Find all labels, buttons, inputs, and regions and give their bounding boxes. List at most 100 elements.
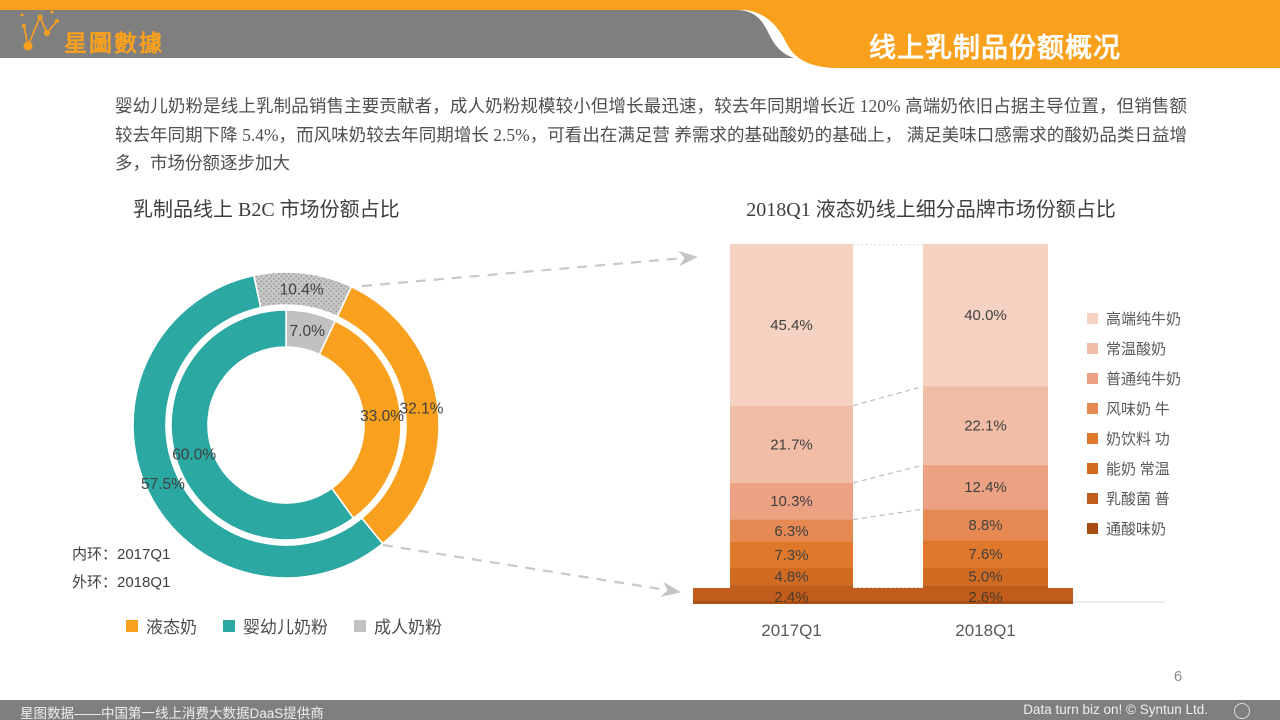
donut-value-label: 33.0% [360,408,404,425]
footer-bar [0,700,1280,720]
bar-segment [730,519,853,542]
bar-segment [730,585,853,594]
legend-item: 奶饮料 功 [1087,423,1181,453]
page-number: 6 [1173,668,1183,685]
legend-label: 常温酸奶 [1106,341,1167,358]
legend-item: 乳酸菌 普 [1087,483,1181,513]
bar-value-label-clipped: 2.4% [774,589,808,606]
bar-value-label: 22.1% [964,418,1007,435]
bar-segment [923,244,1048,387]
legend-label: 通酸味奶 [1106,521,1167,538]
x-axis-label: 2017Q1 [761,621,822,640]
header-gray-bar [0,10,794,58]
footer-tagline-cn: 星图数据——中国第一线上消费大数据DaaS提供商 [20,706,324,720]
legend-label: 高端纯牛奶 [1106,311,1182,328]
footer-tagline-en: Data turn biz on! © Syntun Ltd. [1023,702,1208,717]
legend-item: 液态奶 [126,613,197,638]
donut-slice [132,274,384,579]
bar-value-label: 8.8% [968,517,1002,534]
donut-chart-title: 乳制品线上 B2C 市场份额占比 [133,199,400,221]
legend-label: 成人奶粉 [374,618,442,637]
donut-slice [252,271,353,318]
bar-segment [923,567,1048,586]
donut-slice [336,285,440,545]
legend-item: 高端纯牛奶 [1087,303,1181,333]
bar-segment [923,509,1048,541]
inner-ring-note: 内环：2017Q1 [72,546,171,563]
legend-label: 风味奶 牛 [1106,401,1170,418]
legend-label: 液态奶 [146,618,197,637]
bar-segment [923,540,1048,568]
donut-slice [285,309,337,356]
legend-swatch [1087,432,1098,444]
bar-legend: 高端纯牛奶常温酸奶普通纯牛奶风味奶 牛奶饮料 功能奶 常温乳酸菌 普通酸味奶 [1087,303,1181,543]
legend-swatch [354,619,366,632]
bottom-band [693,588,1073,604]
callout-line-bottom [382,543,681,597]
donut-value-label: 7.0% [290,323,326,340]
donut-value-label: 32.1% [400,401,444,418]
logo-text: 星圖數據 [64,30,164,56]
header-banner [0,0,1280,68]
outer-ring-note: 外环：2018Q1 [72,574,171,591]
bar-segment [923,585,1048,595]
bar-segment [730,567,853,586]
legend-swatch [126,619,138,632]
bar-segment [923,465,1048,510]
segment-link-dashed [852,464,924,484]
legend-item: 普通纯牛奶 [1087,363,1181,393]
legend-swatch [1087,462,1098,474]
bar-chart-title: 2018Q1 液态奶线上细分品牌市场份额占比 [746,199,1116,221]
legend-label: 奶饮料 功 [1106,431,1170,448]
bar-value-label: 7.6% [968,546,1002,563]
legend-swatch [1087,402,1098,414]
bar-value-label: 40.0% [964,307,1007,324]
logo-icon [20,10,59,51]
bar-value-label: 6.3% [774,523,808,540]
legend-item: 婴幼儿奶粉 [223,613,328,638]
bar-value-label: 21.7% [770,436,813,453]
donut-slice [170,309,355,541]
legend-label: 婴幼儿奶粉 [243,618,328,637]
bar-value-label: 4.8% [774,569,808,586]
legend-swatch [1087,522,1098,534]
legend-label: 能奶 常温 [1106,461,1170,478]
bar-value-label: 45.4% [770,317,813,334]
bar-segment [730,244,853,406]
segment-link-dashed [852,508,924,521]
donut-value-label: 10.4% [280,281,324,298]
header-orange-banner [745,10,1280,68]
legend-item: 常温酸奶 [1087,333,1181,363]
bar-segment [730,541,853,568]
bar-segment [730,405,853,483]
legend-item: 通酸味奶 [1087,513,1181,543]
bar-value-label: 7.3% [774,547,808,564]
donut-value-label: 57.5% [141,476,185,493]
segment-link-dashed [852,385,924,407]
x-axis-label: 2018Q1 [955,621,1016,640]
legend-item: 能奶 常温 [1087,453,1181,483]
intro-paragraph: 婴幼儿奶粉是线上乳制品销售主要贡献者，成人奶粉规模较小但增长最迅速，较去年同期增… [115,96,1187,173]
legend-swatch [1087,312,1098,324]
header-top-strip [0,0,1280,10]
legend-label: 普通纯牛奶 [1106,371,1182,388]
bar-value-label: 5.0% [968,569,1002,586]
bar-value-label: 12.4% [964,479,1007,496]
legend-item: 成人奶粉 [354,613,442,638]
donut-legend: 液态奶 婴幼儿奶粉 成人奶粉 [126,613,468,638]
legend-swatch [1087,342,1098,354]
page-title: 线上乳制品份额概况 [869,33,1121,63]
donut-slice [318,319,402,520]
bottom-band-edge [693,601,1073,604]
legend-swatch [1087,372,1098,384]
legend-swatch [1087,492,1098,504]
bar-value-label: 10.3% [770,493,813,510]
bar-segment [730,482,853,520]
bar-value-label-clipped: 2.6% [968,589,1002,606]
callout-line-top [361,250,698,288]
bar-segment-hidden [730,593,853,600]
legend-swatch [223,619,235,632]
bar-segment-hidden [923,594,1048,600]
donut-value-label: 60.0% [172,447,216,464]
